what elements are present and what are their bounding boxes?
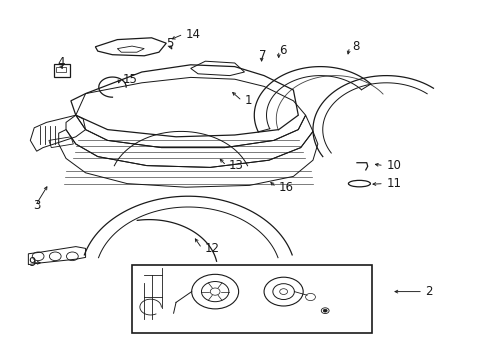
- Text: 11: 11: [386, 177, 401, 190]
- Text: 9: 9: [28, 256, 36, 269]
- Text: 10: 10: [386, 159, 400, 172]
- Text: 1: 1: [244, 94, 251, 107]
- Bar: [132, 265, 371, 333]
- Text: 8: 8: [351, 40, 359, 53]
- Text: 7: 7: [259, 49, 266, 62]
- Text: 2: 2: [425, 285, 432, 298]
- Text: 6: 6: [278, 44, 285, 57]
- Text: 4: 4: [58, 57, 65, 69]
- Text: 14: 14: [185, 28, 201, 41]
- Text: 5: 5: [166, 37, 173, 50]
- Text: 16: 16: [278, 181, 293, 194]
- Circle shape: [323, 309, 326, 312]
- Text: 12: 12: [204, 242, 219, 255]
- Text: 13: 13: [228, 159, 243, 172]
- Text: 3: 3: [33, 199, 41, 212]
- Text: 15: 15: [122, 73, 137, 86]
